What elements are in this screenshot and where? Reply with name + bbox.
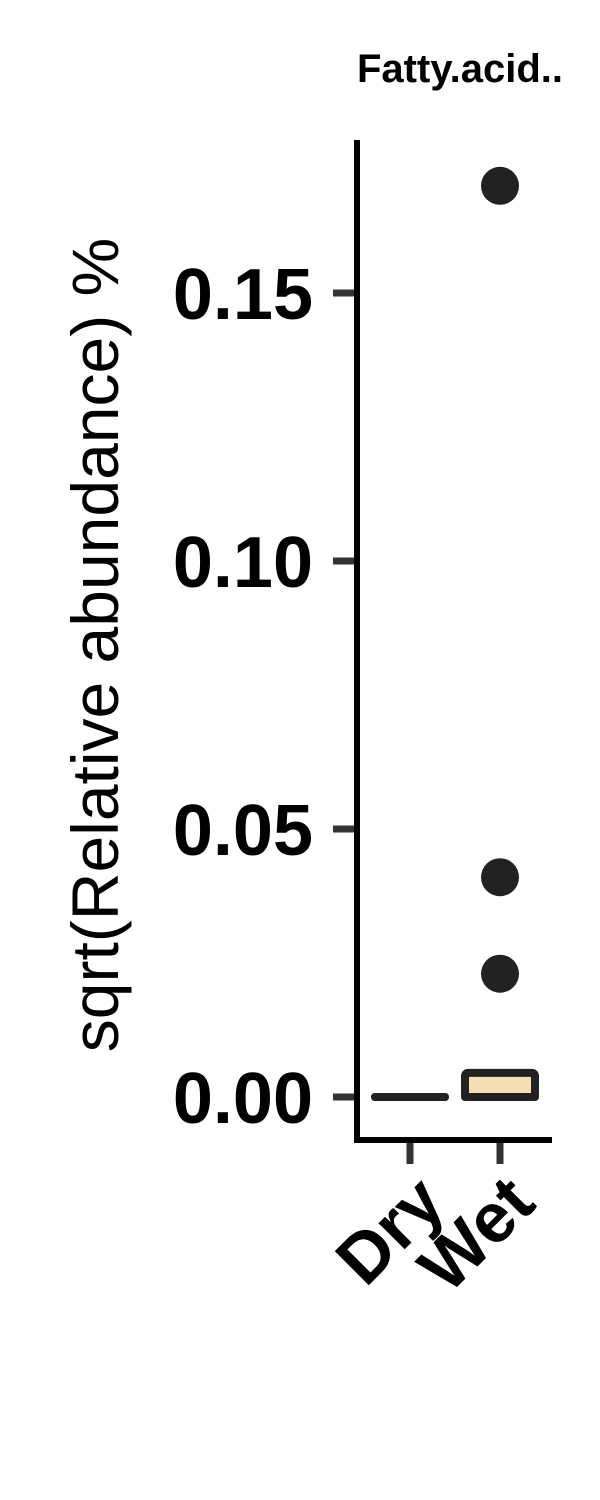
panel-title: Fatty.acid.. <box>357 47 563 91</box>
y-tick-label: 0.15 <box>173 255 313 335</box>
boxes <box>371 1068 539 1102</box>
x-tick-label: Wet <box>404 1161 549 1306</box>
y-axis-ticks: 0.00 0.05 0.10 0.15 <box>173 255 357 1139</box>
y-tick-label: 0.05 <box>173 791 313 871</box>
outlier-point <box>481 166 519 205</box>
y-tick-label: 0.10 <box>173 523 313 603</box>
outlier-point <box>481 858 519 897</box>
y-axis-label: sqrt(Relative abundance) % <box>58 238 132 1052</box>
outlier-points <box>481 166 519 993</box>
outlier-point <box>481 954 519 993</box>
y-tick-label: 0.00 <box>173 1059 313 1139</box>
